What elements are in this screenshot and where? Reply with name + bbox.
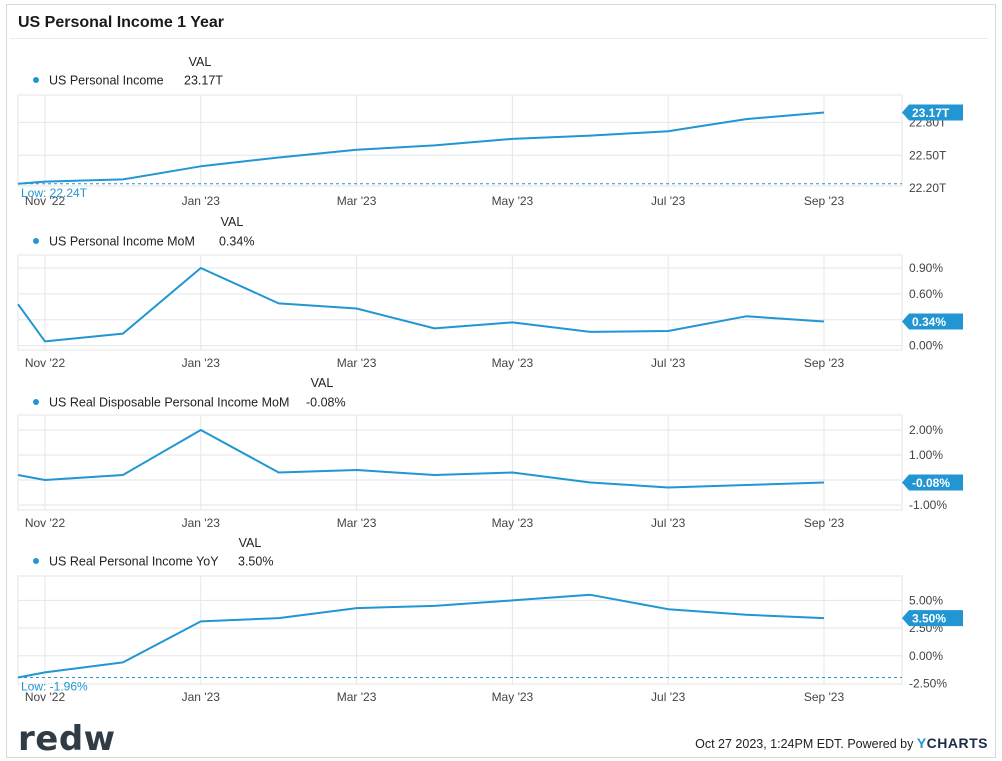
company-logo: redw: [18, 719, 116, 759]
legend-val-header: VAL: [239, 536, 262, 550]
last-value-badge: [902, 474, 963, 491]
last-value-badge: [902, 610, 963, 627]
x-tick-label: May '23: [492, 356, 534, 370]
x-tick-label: Jan '23: [182, 690, 221, 704]
y-tick-label: 1.00%: [909, 448, 943, 462]
x-tick-label: Sep '23: [804, 356, 845, 370]
footer: Oct 27 2023, 1:24PM EDT. Powered by YCHA…: [695, 735, 988, 751]
ycharts-logo-rest: CHARTS: [926, 735, 988, 751]
last-value-label: 3.50%: [912, 612, 946, 626]
x-tick-label: Nov '22: [25, 516, 66, 530]
last-value-badge: [902, 313, 963, 330]
legend-marker: [33, 399, 39, 405]
legend-val-header: VAL: [189, 55, 212, 69]
y-tick-label: 22.50T: [909, 148, 947, 162]
plot-area: [17, 575, 903, 685]
y-tick-label: 5.00%: [909, 593, 943, 607]
y-tick-label: 22.20T: [909, 181, 947, 195]
x-tick-label: Sep '23: [804, 194, 845, 208]
x-tick-label: May '23: [492, 516, 534, 530]
legend-series-name: US Personal Income MoM: [49, 235, 195, 249]
legend-val-header: VAL: [311, 376, 334, 390]
series-line: [17, 267, 825, 343]
x-tick-label: May '23: [492, 690, 534, 704]
y-tick-label: 0.90%: [909, 261, 943, 275]
plot-area: [17, 94, 903, 187]
legend-series-name: US Real Disposable Personal Income MoM: [49, 396, 289, 410]
chart-frame: [6, 4, 996, 758]
y-tick-label: 0.00%: [909, 339, 943, 353]
last-value-label: 23.17T: [912, 106, 950, 120]
legend-series-value: 23.17T: [184, 74, 223, 88]
x-tick-label: May '23: [492, 194, 534, 208]
x-tick-label: Jan '23: [182, 194, 221, 208]
series-line: [17, 111, 825, 185]
x-tick-label: Mar '23: [337, 516, 377, 530]
low-label: Low: -1.96%: [21, 679, 88, 693]
x-tick-label: Jul '23: [651, 194, 686, 208]
series-line: [17, 593, 825, 679]
legend-marker: [33, 558, 39, 564]
x-tick-label: Nov '22: [25, 356, 66, 370]
last-value-label: -0.08%: [912, 476, 950, 490]
x-tick-label: Mar '23: [337, 194, 377, 208]
page-title: US Personal Income 1 Year: [18, 14, 225, 31]
title-divider: [10, 38, 988, 39]
legend-series-value: 3.50%: [238, 555, 273, 569]
x-tick-label: Jul '23: [651, 356, 686, 370]
x-tick-label: Nov '22: [25, 690, 66, 704]
y-tick-label: 0.60%: [909, 287, 943, 301]
plot-area: [17, 414, 903, 511]
x-tick-label: Jul '23: [651, 516, 686, 530]
x-tick-label: Jul '23: [651, 690, 686, 704]
x-tick-label: Sep '23: [804, 690, 845, 704]
y-tick-label: 2.00%: [909, 423, 943, 437]
x-tick-label: Jan '23: [182, 356, 221, 370]
y-tick-label: 0.00%: [909, 649, 943, 663]
y-tick-label: -1.00%: [909, 498, 947, 512]
last-value-label: 0.34%: [912, 315, 946, 329]
ycharts-logo[interactable]: YCHARTS: [917, 735, 988, 751]
legend-series-value: 0.34%: [219, 235, 254, 249]
x-tick-label: Jan '23: [182, 516, 221, 530]
x-tick-label: Mar '23: [337, 690, 377, 704]
legend-series-value: -0.08%: [306, 396, 346, 410]
last-value-badge: [902, 104, 963, 121]
legend-val-header: VAL: [221, 215, 244, 229]
ycharts-logo-y: Y: [916, 735, 927, 751]
legend-marker: [33, 77, 39, 83]
footer-timestamp: Oct 27 2023, 1:24PM EDT.: [695, 737, 844, 751]
legend-series-name: US Personal Income: [49, 74, 164, 88]
plot-area: [17, 254, 903, 351]
x-tick-label: Nov '22: [25, 194, 66, 208]
low-label: Low: 22.24T: [21, 186, 88, 200]
y-tick-label: -2.50%: [909, 676, 947, 690]
x-tick-label: Mar '23: [337, 356, 377, 370]
x-tick-label: Sep '23: [804, 516, 845, 530]
footer-powered-by: Powered by: [847, 737, 914, 751]
series-line: [17, 429, 825, 489]
legend-marker: [33, 238, 39, 244]
legend-series-name: US Real Personal Income YoY: [49, 555, 219, 569]
